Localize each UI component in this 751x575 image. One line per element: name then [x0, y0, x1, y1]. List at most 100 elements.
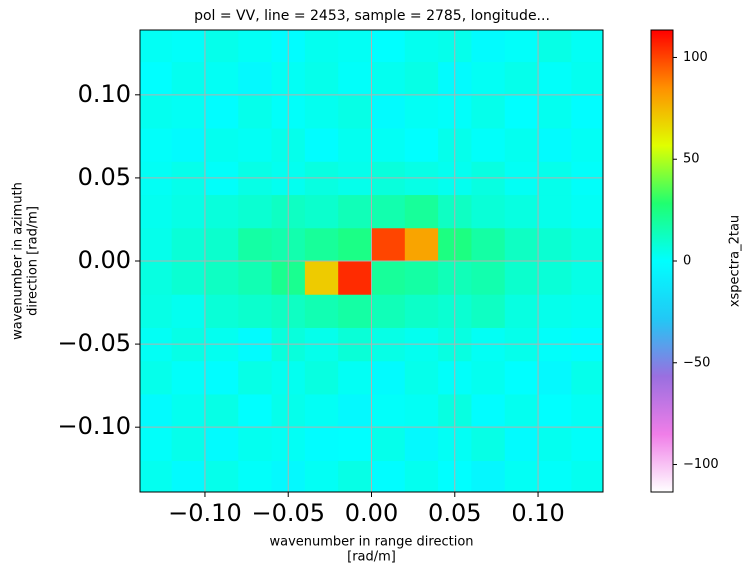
heat-cell [171, 460, 206, 492]
heat-cell [404, 30, 439, 63]
heat-cell [404, 94, 439, 129]
heat-cell [304, 94, 339, 129]
heat-cell [338, 128, 372, 162]
heat-cell [171, 194, 206, 229]
heat-cell [571, 261, 603, 295]
y-tick-label: 0.05 [78, 163, 131, 191]
colorbar-tick-label: 100 [683, 50, 708, 65]
heat-cell [204, 261, 239, 295]
plot-frame [139, 29, 604, 493]
heat-cell [140, 94, 173, 129]
heat-cell [204, 94, 239, 129]
heat-cell [471, 427, 506, 461]
heat-cell [504, 294, 539, 328]
heat-cell [471, 61, 506, 96]
heat-cell [471, 128, 506, 162]
heat-cell [538, 261, 572, 295]
heat-cell [140, 393, 173, 428]
heat-cell [504, 227, 539, 262]
heat-cell [171, 61, 206, 96]
heat-cell [504, 427, 539, 461]
heat-cell [371, 128, 406, 162]
heat-cell [238, 94, 273, 129]
heat-cell [404, 227, 439, 262]
heat-cell [471, 30, 506, 63]
heat-cell [338, 427, 372, 461]
heat-cell [238, 227, 273, 262]
x-axis-label: wavenumber in range direction [269, 535, 473, 550]
heat-cell [504, 128, 539, 162]
heat-cell [204, 393, 239, 428]
heat-cell [504, 360, 539, 395]
heat-cell [304, 61, 339, 96]
heat-cell [371, 261, 406, 295]
y-tick-label: −0.10 [57, 412, 131, 440]
heat-cell [338, 294, 372, 328]
heat-cell [538, 227, 572, 262]
heat-cell [304, 460, 339, 492]
heat-cell [571, 227, 603, 262]
heat-cell [404, 261, 439, 295]
heat-cell [538, 427, 572, 461]
y-axis-label: direction [rad/m] [26, 206, 41, 316]
heat-cell [338, 94, 372, 129]
colorbar-tick-label: −100 [683, 457, 719, 472]
heat-cell [404, 427, 439, 461]
heat-cell [538, 294, 572, 328]
heat-cell [404, 360, 439, 395]
heat-cell [571, 427, 603, 461]
heat-cell [571, 460, 603, 492]
heat-cell [504, 30, 539, 63]
heat-cell [538, 61, 572, 96]
heat-cell [171, 128, 206, 162]
heat-cell [140, 227, 173, 262]
heat-cell [304, 261, 339, 295]
y-axis-label: wavenumber in azimuth [11, 182, 26, 340]
heat-cell [471, 227, 506, 262]
heat-cell [304, 294, 339, 328]
heat-cell [204, 30, 239, 63]
heat-cell [471, 261, 506, 295]
heat-cell [304, 30, 339, 63]
y-tick-label: −0.05 [57, 329, 131, 357]
heat-cell [171, 261, 206, 295]
heat-cell [571, 393, 603, 428]
heat-cell [171, 30, 206, 63]
heat-cell [371, 360, 406, 395]
heat-cell [238, 460, 273, 492]
heat-cell [204, 427, 239, 461]
heat-cell [404, 294, 439, 328]
heat-cell [338, 360, 372, 395]
heat-cell [304, 360, 339, 395]
heat-cell [140, 61, 173, 96]
heat-cell [171, 227, 206, 262]
heat-cell [504, 261, 539, 295]
heat-cell [140, 360, 173, 395]
heat-cell [238, 393, 273, 428]
heat-cell [371, 61, 406, 96]
heat-cell [140, 261, 173, 295]
heat-cell [338, 30, 372, 63]
heat-cell [171, 427, 206, 461]
heat-cell [238, 360, 273, 395]
heat-cell [571, 194, 603, 229]
heat-cell [238, 61, 273, 96]
heat-cell [140, 194, 173, 229]
heat-cell [238, 427, 273, 461]
heat-cell [371, 94, 406, 129]
colorbar-tick-label: −50 [683, 355, 710, 370]
heat-cell [404, 460, 439, 492]
heat-cell [171, 360, 206, 395]
heat-cell [538, 94, 572, 129]
heat-cell [538, 360, 572, 395]
heat-cell [171, 94, 206, 129]
x-tick-label: 0.05 [428, 499, 481, 527]
heat-cell [538, 194, 572, 229]
heat-cell [140, 294, 173, 328]
heat-cell [571, 61, 603, 96]
heat-cell [304, 128, 339, 162]
y-tick-label: 0.10 [78, 80, 131, 108]
heat-cell [471, 294, 506, 328]
heat-cell [538, 460, 572, 492]
heat-cell [538, 128, 572, 162]
